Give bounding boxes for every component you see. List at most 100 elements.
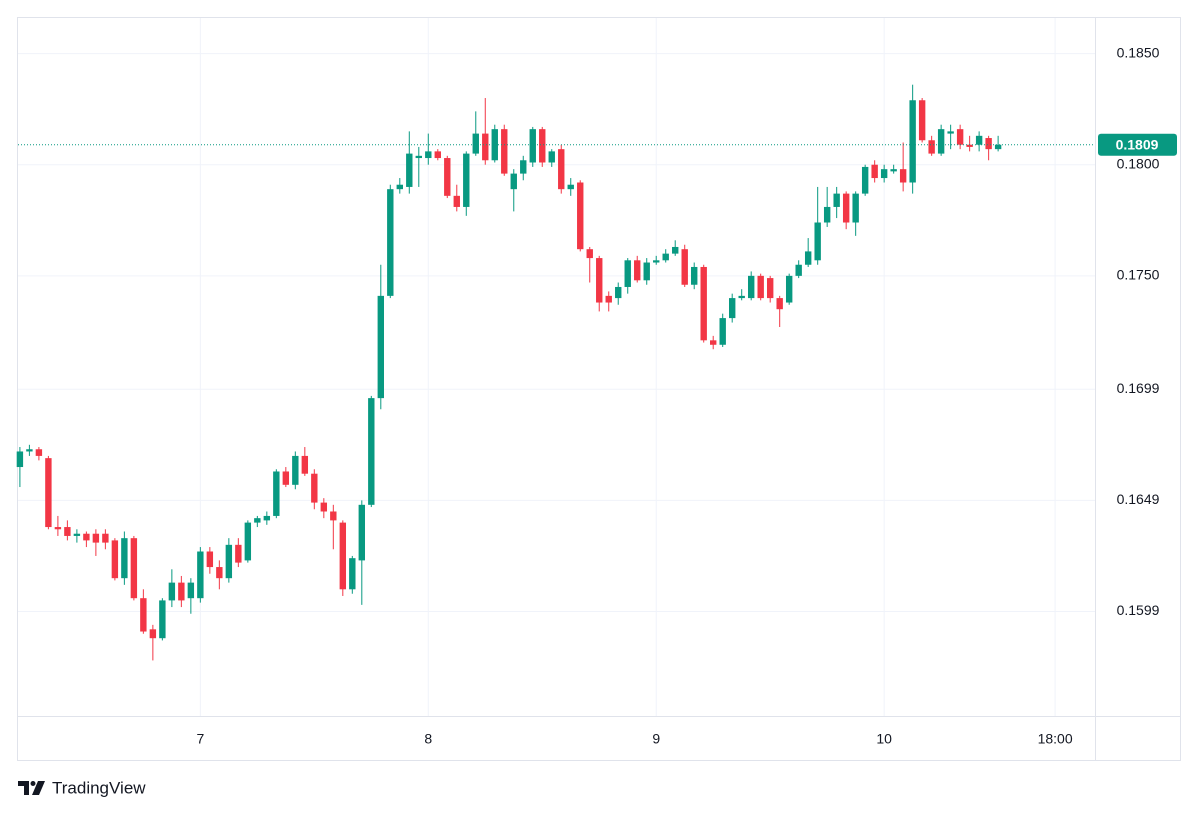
y-tick-label: 0.1699 xyxy=(1117,380,1160,396)
brand-name: TradingView xyxy=(52,778,146,797)
candle-body xyxy=(918,100,926,141)
candle-body xyxy=(814,222,821,261)
candle-body xyxy=(244,522,252,561)
candle-body xyxy=(472,133,479,154)
candle-body xyxy=(596,258,603,303)
candle-body xyxy=(510,173,517,190)
candle-body xyxy=(861,166,869,194)
candle-body xyxy=(928,140,935,154)
candle-body xyxy=(482,133,489,161)
candle-body xyxy=(577,182,584,250)
candle-body xyxy=(358,504,366,561)
candle-body xyxy=(111,540,119,579)
candle-body xyxy=(140,598,147,632)
candle-body xyxy=(700,266,707,341)
candle-body xyxy=(339,522,347,590)
logo-part xyxy=(32,781,45,795)
candle-body xyxy=(681,249,688,285)
last-price-badge xyxy=(1098,133,1177,156)
candle-body xyxy=(615,286,622,299)
candle-body xyxy=(937,129,945,154)
candle-body xyxy=(890,169,897,172)
candle-body xyxy=(558,149,565,190)
candle-body xyxy=(406,153,413,187)
candle-body xyxy=(206,551,214,568)
candle-body xyxy=(491,129,498,161)
candle-body xyxy=(956,129,964,145)
x-tick-label: 10 xyxy=(876,731,892,747)
candle-body xyxy=(586,249,593,259)
candle-body xyxy=(35,449,43,456)
candle-body xyxy=(415,155,422,159)
candle-body xyxy=(444,158,451,196)
candle-body xyxy=(710,340,717,345)
candle-body xyxy=(216,567,223,579)
x-tick-label: 18:00 xyxy=(1038,731,1073,747)
candle-body xyxy=(823,206,831,223)
candle-body xyxy=(225,544,233,579)
candle-body xyxy=(871,164,878,179)
candle-body xyxy=(463,153,470,207)
y-tick-label: 0.1750 xyxy=(1117,267,1160,283)
x-tick-label: 9 xyxy=(652,731,660,747)
candle-body xyxy=(92,533,100,543)
y-tick-label: 0.1649 xyxy=(1117,491,1160,507)
candle-body xyxy=(102,533,109,543)
candle-body xyxy=(662,253,669,261)
candle-body xyxy=(947,131,954,134)
candle-body xyxy=(453,195,460,207)
candle-body xyxy=(985,138,992,150)
y-tick-label: 0.1800 xyxy=(1117,155,1160,171)
candle-body xyxy=(254,518,261,523)
candle-body xyxy=(64,527,71,536)
candle-body xyxy=(425,151,432,159)
candle-body xyxy=(434,151,441,159)
logo-part xyxy=(18,781,29,795)
candle-body xyxy=(168,582,176,601)
candle-body xyxy=(880,169,888,179)
candle-body xyxy=(643,262,650,281)
candle-body xyxy=(330,511,337,521)
logo-part xyxy=(30,781,36,786)
candle-body xyxy=(738,295,745,299)
candle-body xyxy=(966,144,973,147)
brand-logo xyxy=(18,781,45,795)
overlay: 0.1850 0.1800 0.1750 0.1699 0.1649 0.1599 7 8 9 1… xyxy=(18,44,1177,747)
candle-body xyxy=(653,260,660,263)
candle-body xyxy=(16,451,24,468)
candle-body xyxy=(624,260,631,287)
candle-body xyxy=(529,129,536,163)
candle-body xyxy=(73,533,81,536)
candle-body xyxy=(292,455,299,485)
candle-body xyxy=(396,184,403,190)
candle-body xyxy=(795,264,802,276)
x-tick-label: 8 xyxy=(424,731,432,747)
candle-body xyxy=(159,600,166,639)
candle-body xyxy=(804,251,812,265)
candle-body xyxy=(994,144,1002,150)
y-tick-label: 0.1599 xyxy=(1117,602,1160,618)
candle-body xyxy=(387,189,394,296)
candle-body xyxy=(842,193,850,223)
candle-body xyxy=(852,193,859,223)
y-tick-label: 0.1850 xyxy=(1117,44,1160,60)
candle-body xyxy=(197,551,204,599)
candle-body xyxy=(757,275,764,299)
candle-body xyxy=(368,398,375,505)
candle-body xyxy=(54,527,62,530)
candle-body xyxy=(719,318,726,345)
candle-body xyxy=(26,449,33,452)
candle-body xyxy=(776,298,783,310)
x-tick-label: 7 xyxy=(196,731,204,747)
candle-body xyxy=(520,160,527,174)
candle-body xyxy=(273,471,280,516)
candle-body xyxy=(301,455,309,474)
candle-body xyxy=(899,169,907,183)
candle-body xyxy=(833,193,840,207)
candle-body xyxy=(178,582,185,601)
candle-body xyxy=(83,533,90,541)
candle-body xyxy=(263,515,271,521)
candle-body xyxy=(121,538,128,579)
candle-body xyxy=(548,151,555,163)
